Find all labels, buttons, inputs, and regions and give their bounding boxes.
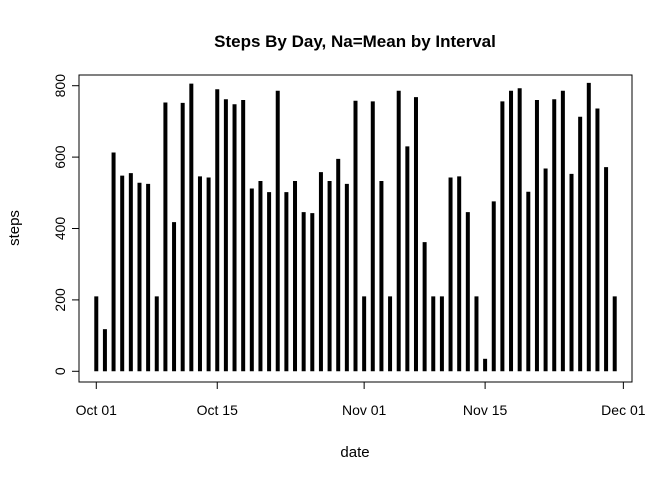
y-tick-label: 200: [52, 288, 68, 312]
y-tick-label: 0: [52, 367, 68, 375]
x-axis: Oct 01 Oct 15 Nov 01 Nov 15 Dec 01: [76, 381, 646, 418]
y-tick-label: 600: [52, 145, 68, 169]
y-tick-label: 400: [52, 217, 68, 241]
x-tick-label: Oct 01: [76, 402, 117, 418]
chart-title: Steps By Day, Na=Mean by Interval: [214, 32, 496, 51]
y-tick-label: 800: [52, 74, 68, 98]
x-tick-label: Dec 01: [601, 402, 646, 418]
x-axis-label: date: [340, 444, 369, 461]
x-tick-label: Oct 15: [197, 402, 238, 418]
y-axis-label: steps: [6, 210, 23, 246]
x-tick-label: Nov 15: [463, 402, 508, 418]
y-axis: 0 200 400 600 800: [52, 74, 80, 375]
bars-group: [94, 82, 617, 372]
x-tick-label: Nov 01: [342, 402, 387, 418]
